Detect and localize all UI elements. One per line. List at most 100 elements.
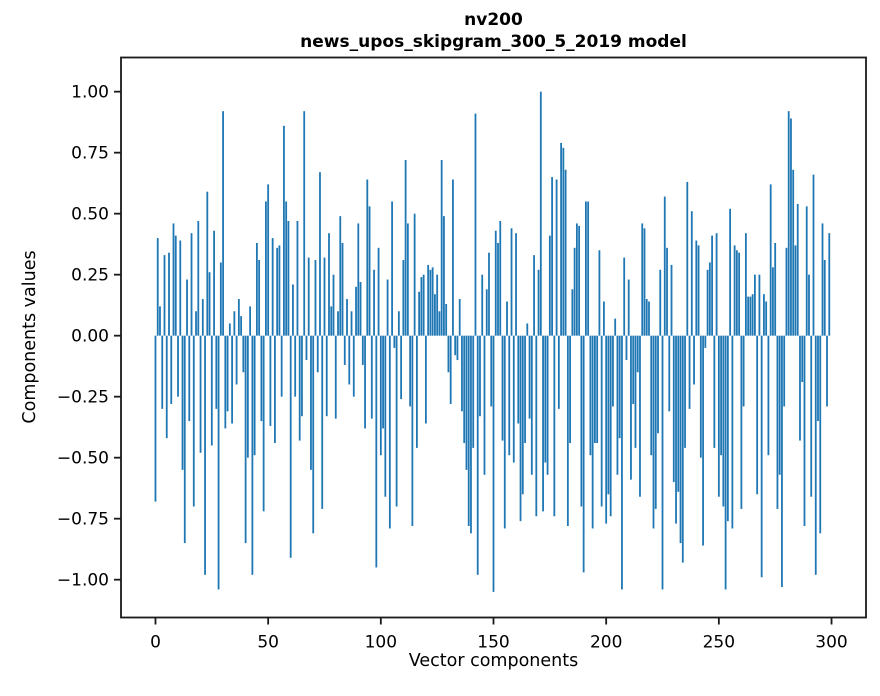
bar xyxy=(422,274,425,336)
bar xyxy=(296,220,299,336)
bar xyxy=(274,335,276,444)
bar xyxy=(226,335,229,412)
y-axis-label: Components values xyxy=(20,250,40,424)
bar xyxy=(492,335,495,592)
bar xyxy=(810,335,813,497)
bar xyxy=(729,208,732,336)
bar xyxy=(400,335,403,400)
bar xyxy=(285,201,288,336)
bar xyxy=(713,335,716,448)
bar xyxy=(758,274,761,336)
bar xyxy=(612,335,614,407)
bar xyxy=(253,335,256,456)
bar xyxy=(805,206,808,336)
bar xyxy=(715,233,718,336)
bar xyxy=(530,335,533,475)
bar xyxy=(744,233,747,336)
bar xyxy=(168,252,170,336)
bar xyxy=(528,335,531,419)
bar xyxy=(603,301,605,336)
bar xyxy=(546,335,549,475)
bar xyxy=(515,233,517,336)
bar xyxy=(298,335,301,441)
bar xyxy=(163,255,166,336)
bar xyxy=(452,179,454,336)
bar xyxy=(386,279,389,336)
bar xyxy=(814,335,817,575)
bar xyxy=(785,247,788,336)
bar xyxy=(670,264,673,336)
bar xyxy=(314,260,317,336)
bar xyxy=(618,335,621,439)
bar xyxy=(562,147,565,336)
bar xyxy=(526,323,529,336)
x-axis-label: Vector components xyxy=(408,651,579,671)
bar xyxy=(553,335,556,517)
bar xyxy=(179,240,182,336)
bar xyxy=(589,335,592,456)
bar xyxy=(690,211,693,336)
bar xyxy=(654,335,657,509)
bar xyxy=(447,335,450,373)
bar xyxy=(413,213,416,336)
bar xyxy=(436,274,439,336)
bar xyxy=(269,335,272,426)
bar xyxy=(445,303,448,336)
bar xyxy=(276,247,279,336)
bar xyxy=(332,274,335,336)
bar xyxy=(609,335,612,517)
bar xyxy=(165,335,168,439)
bar xyxy=(156,238,159,336)
bar xyxy=(801,335,804,383)
bar xyxy=(566,335,569,526)
bar xyxy=(402,260,405,336)
bar xyxy=(817,335,819,422)
bar xyxy=(161,335,164,409)
bar xyxy=(292,284,294,336)
bar xyxy=(693,335,695,385)
bar xyxy=(420,277,423,336)
bar xyxy=(449,335,452,404)
x-tick-label: 150 xyxy=(477,633,509,653)
y-tick-label: −0.75 xyxy=(57,510,109,530)
bar xyxy=(310,335,312,470)
bar xyxy=(551,177,553,336)
bar xyxy=(675,335,677,524)
bar xyxy=(424,335,427,424)
bar xyxy=(244,335,247,544)
x-tick-label: 50 xyxy=(257,633,279,653)
bar xyxy=(395,335,398,507)
bar xyxy=(206,191,209,336)
bar xyxy=(181,335,184,470)
bar xyxy=(312,335,315,534)
bar xyxy=(826,335,828,407)
bar xyxy=(377,247,380,336)
bar xyxy=(431,267,434,336)
bar xyxy=(772,267,774,336)
bar xyxy=(384,335,387,497)
bar xyxy=(228,323,231,336)
bar xyxy=(769,184,772,336)
bar xyxy=(544,335,547,463)
bar xyxy=(571,289,574,336)
bar xyxy=(582,335,585,573)
bar xyxy=(195,311,197,336)
bar xyxy=(316,335,319,373)
x-tick-label: 100 xyxy=(365,633,397,653)
bar xyxy=(438,311,441,336)
bar xyxy=(470,335,472,534)
bar xyxy=(767,335,770,456)
bar xyxy=(373,269,375,336)
bar xyxy=(190,233,193,336)
bar xyxy=(555,179,558,336)
bar xyxy=(406,223,409,336)
bar xyxy=(776,335,779,509)
bar xyxy=(260,335,263,422)
bar xyxy=(348,335,351,385)
bar xyxy=(596,335,599,444)
y-tick-label: −1.00 xyxy=(57,571,109,591)
bar xyxy=(681,335,684,563)
bar xyxy=(614,318,617,336)
bar xyxy=(639,335,641,497)
bar xyxy=(463,335,466,444)
